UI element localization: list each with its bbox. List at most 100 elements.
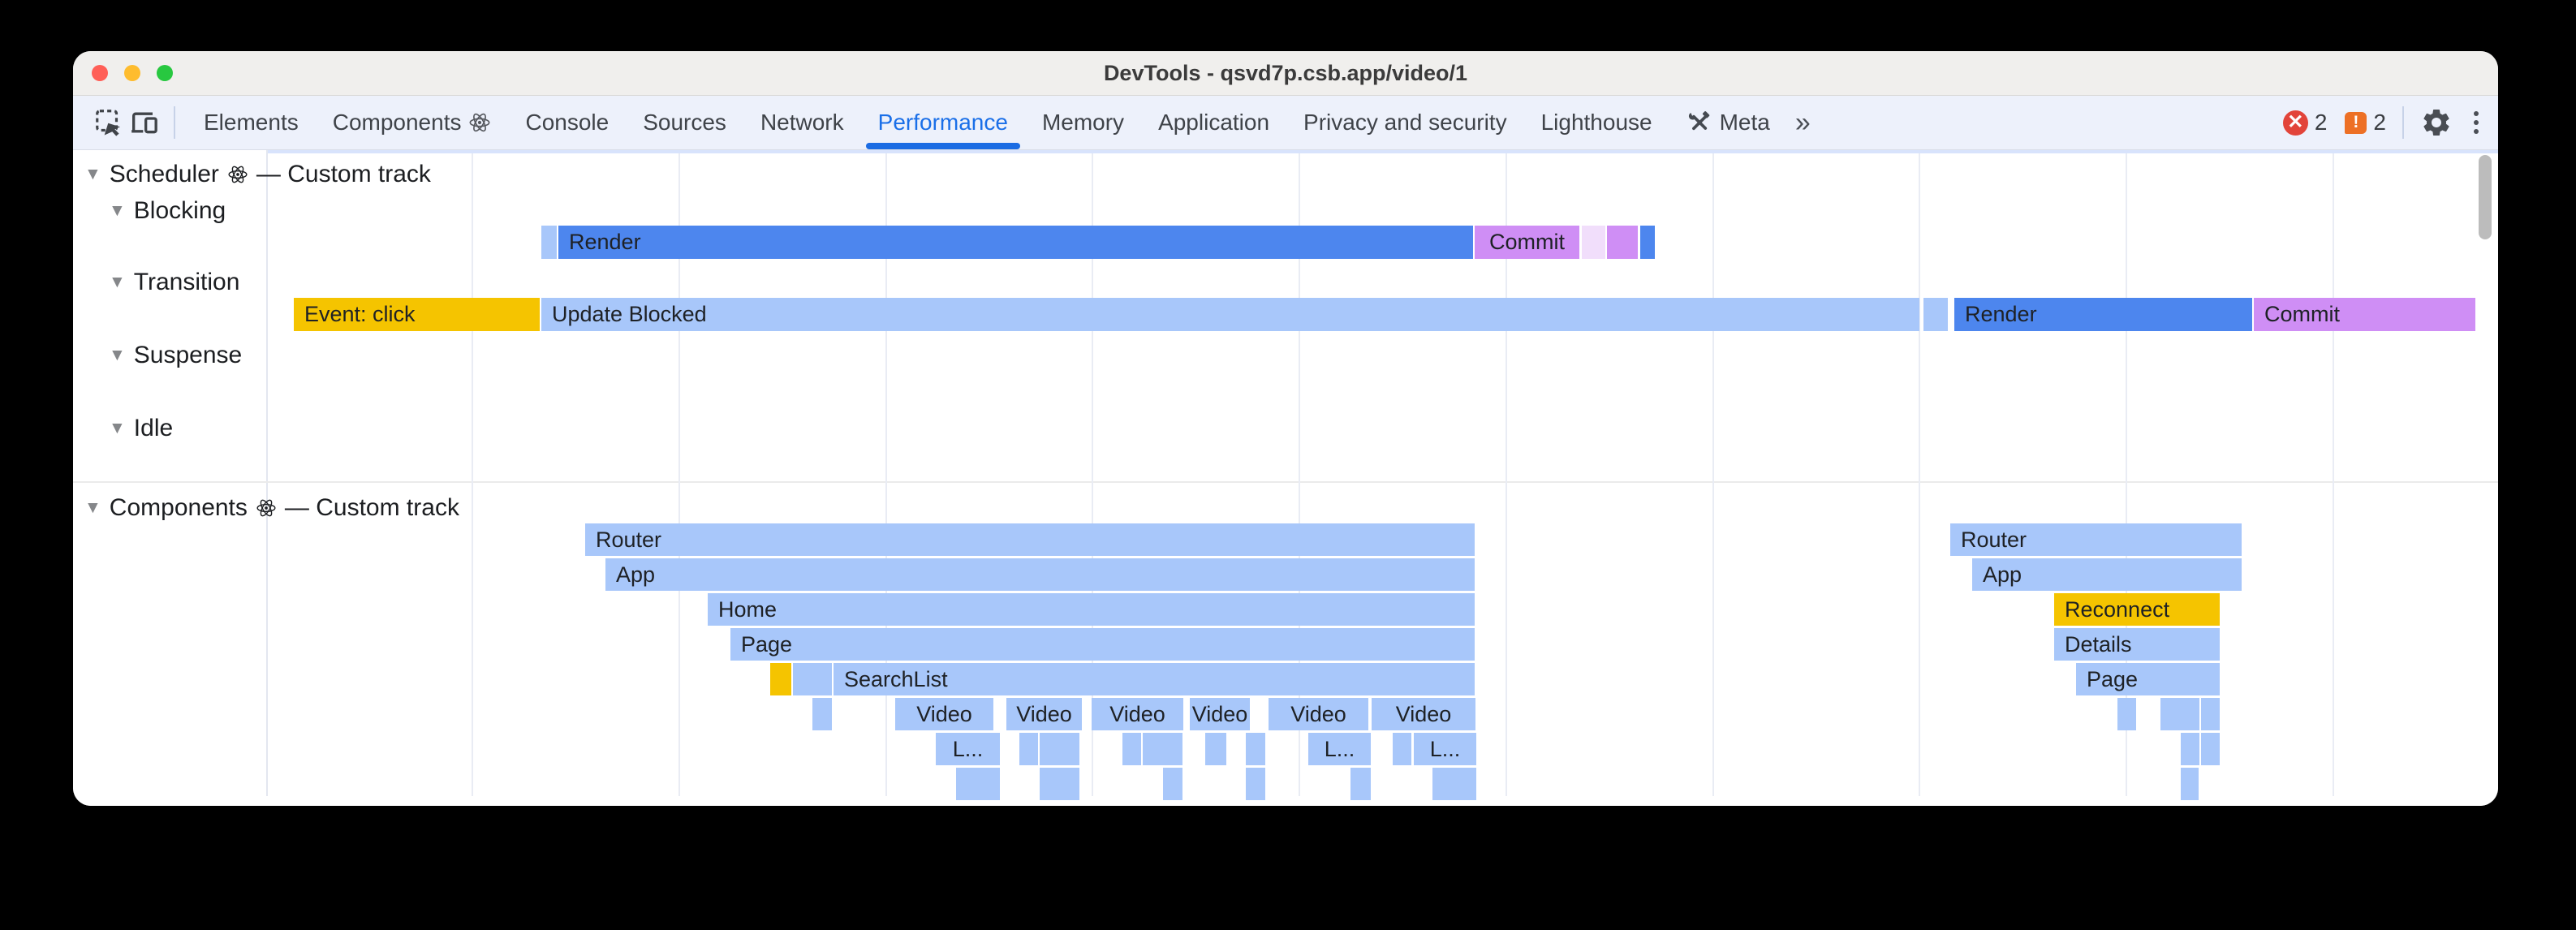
more-tabs-chevron[interactable]: »	[1794, 106, 1811, 138]
flame-bar[interactable]	[1019, 733, 1038, 765]
flame-bar-searchlist[interactable]: SearchList	[834, 663, 1475, 695]
flame-bar-render[interactable]: Render	[1954, 298, 2252, 331]
track-group-suspense[interactable]: ▼ Suspense	[109, 342, 243, 368]
flame-bar[interactable]	[1246, 733, 1265, 765]
flame-bar[interactable]	[1432, 768, 1476, 800]
flame-bar-home[interactable]: Home	[708, 593, 1475, 626]
flame-bar-update-blocked[interactable]: Update Blocked	[541, 298, 1919, 331]
error-badge-icon[interactable]: ✕	[2282, 110, 2308, 136]
zoom-button[interactable]	[157, 65, 173, 81]
flame-bar-video[interactable]: Video	[1372, 698, 1475, 730]
tab-console[interactable]: Console	[525, 110, 610, 135]
flame-bar-router[interactable]: Router	[585, 523, 1475, 556]
tab-components[interactable]: Components	[316, 96, 509, 149]
flame-bar[interactable]	[1246, 768, 1265, 800]
flame-bar[interactable]	[770, 663, 791, 695]
flame-bar-video[interactable]: Video	[1092, 698, 1183, 730]
flame-bar-l[interactable]: L...	[1308, 733, 1371, 765]
flame-bar-commit[interactable]: Commit	[1475, 226, 1579, 259]
collapse-triangle-icon[interactable]: ▼	[109, 273, 126, 291]
gridline	[2126, 153, 2127, 796]
tab-performance[interactable]: Performance	[861, 96, 1025, 149]
flame-bar[interactable]	[1607, 226, 1638, 259]
flame-bar[interactable]	[2117, 698, 2136, 730]
flame-bar-l[interactable]: L...	[936, 733, 1000, 765]
flame-bar[interactable]	[1350, 768, 1371, 800]
tab-application[interactable]: Application	[1158, 110, 1270, 135]
gridline	[1919, 153, 1920, 796]
tab-lighthouse[interactable]: Lighthouse	[1540, 110, 1652, 135]
flame-bar-video[interactable]: Video	[895, 698, 993, 730]
tools-icon	[1688, 111, 1709, 131]
flame-bar[interactable]	[2181, 733, 2199, 765]
panel-tabs: Elements Components Console Sources Netw…	[187, 96, 1787, 149]
flame-bar-app[interactable]: App	[605, 558, 1475, 591]
flame-bar-l[interactable]: L...	[1414, 733, 1476, 765]
timeline-ruler	[266, 150, 2498, 153]
tab-meta[interactable]: Meta	[1669, 96, 1787, 149]
flame-bar[interactable]	[793, 663, 832, 695]
gridline	[472, 153, 473, 796]
flame-bar-app[interactable]: App	[1972, 558, 2242, 591]
flame-bar[interactable]	[1923, 298, 1948, 331]
collapse-triangle-icon[interactable]: ▼	[84, 498, 101, 517]
inspect-element-button[interactable]	[91, 101, 127, 144]
window-title: DevTools - qsvd7p.csb.app/video/1	[1103, 61, 1468, 85]
flame-bar[interactable]	[812, 698, 832, 730]
flame-bar[interactable]	[2181, 768, 2199, 800]
flame-bar[interactable]	[956, 768, 1000, 800]
tab-privacy-and-security[interactable]: Privacy and security	[1303, 110, 1507, 135]
gridline	[1092, 153, 1093, 796]
flame-bar-video[interactable]: Video	[1269, 698, 1368, 730]
flame-bar[interactable]	[1143, 733, 1182, 765]
sidebar-divider	[266, 150, 268, 796]
flame-bar-router[interactable]: Router	[1950, 523, 2242, 556]
issues-badge-icon[interactable]: !	[2345, 111, 2367, 134]
tab-memory[interactable]: Memory	[1041, 110, 1125, 135]
settings-gear-icon[interactable]	[2420, 106, 2453, 139]
flame-bar[interactable]	[2201, 698, 2220, 730]
flame-bar-details[interactable]: Details	[2054, 628, 2220, 661]
flame-bar-event-click[interactable]: Event: click	[294, 298, 540, 331]
flame-bar[interactable]	[1205, 733, 1226, 765]
react-atom-icon	[228, 166, 248, 183]
track-group-blocking[interactable]: ▼ Blocking	[109, 197, 226, 224]
flame-bar-commit[interactable]: Commit	[2254, 298, 2475, 331]
track-group-transition[interactable]: ▼ Transition	[109, 269, 240, 295]
flame-bar[interactable]	[1040, 768, 1079, 800]
device-toolbar-button[interactable]	[127, 101, 162, 144]
traffic-lights	[92, 65, 173, 81]
flame-bar[interactable]	[1393, 733, 1411, 765]
flame-bar-reconnect[interactable]: Reconnect	[2054, 593, 2220, 626]
react-atom-icon	[470, 113, 490, 132]
flame-bar[interactable]	[1122, 733, 1141, 765]
devtools-toolbar: Elements Components Console Sources Netw…	[73, 96, 2498, 150]
collapse-triangle-icon[interactable]: ▼	[109, 201, 126, 220]
flame-bar-video[interactable]: Video	[1006, 698, 1082, 730]
flame-bar[interactable]	[1040, 733, 1079, 765]
flame-bar-page[interactable]: Page	[2076, 663, 2220, 695]
flame-bar[interactable]	[2160, 698, 2199, 730]
flame-bar[interactable]	[541, 226, 557, 259]
kebab-menu-icon[interactable]	[2474, 111, 2479, 134]
collapse-triangle-icon[interactable]: ▼	[109, 346, 126, 364]
flame-bar[interactable]	[1582, 226, 1605, 259]
collapse-triangle-icon[interactable]: ▼	[84, 165, 101, 183]
tab-elements[interactable]: Elements	[204, 110, 299, 135]
flame-bar-render[interactable]: Render	[558, 226, 1473, 259]
track-group-idle[interactable]: ▼ Idle	[109, 415, 174, 441]
flame-bar-video[interactable]: Video	[1190, 698, 1250, 730]
tab-network[interactable]: Network	[760, 110, 844, 135]
flame-bar-page[interactable]: Page	[730, 628, 1475, 661]
minimize-button[interactable]	[124, 65, 140, 81]
track-header-components[interactable]: ▼ Components — Custom track	[84, 494, 459, 521]
close-button[interactable]	[92, 65, 108, 81]
collapse-triangle-icon[interactable]: ▼	[109, 419, 126, 437]
tab-sources[interactable]: Sources	[643, 110, 726, 135]
flame-bar[interactable]	[1640, 226, 1655, 259]
track-header-scheduler[interactable]: ▼ Scheduler — Custom track	[84, 161, 431, 187]
gridline	[1299, 153, 1300, 796]
flame-bar[interactable]	[1163, 768, 1182, 800]
vertical-scrollbar-thumb[interactable]	[2479, 155, 2492, 239]
flame-bar[interactable]	[2201, 733, 2220, 765]
